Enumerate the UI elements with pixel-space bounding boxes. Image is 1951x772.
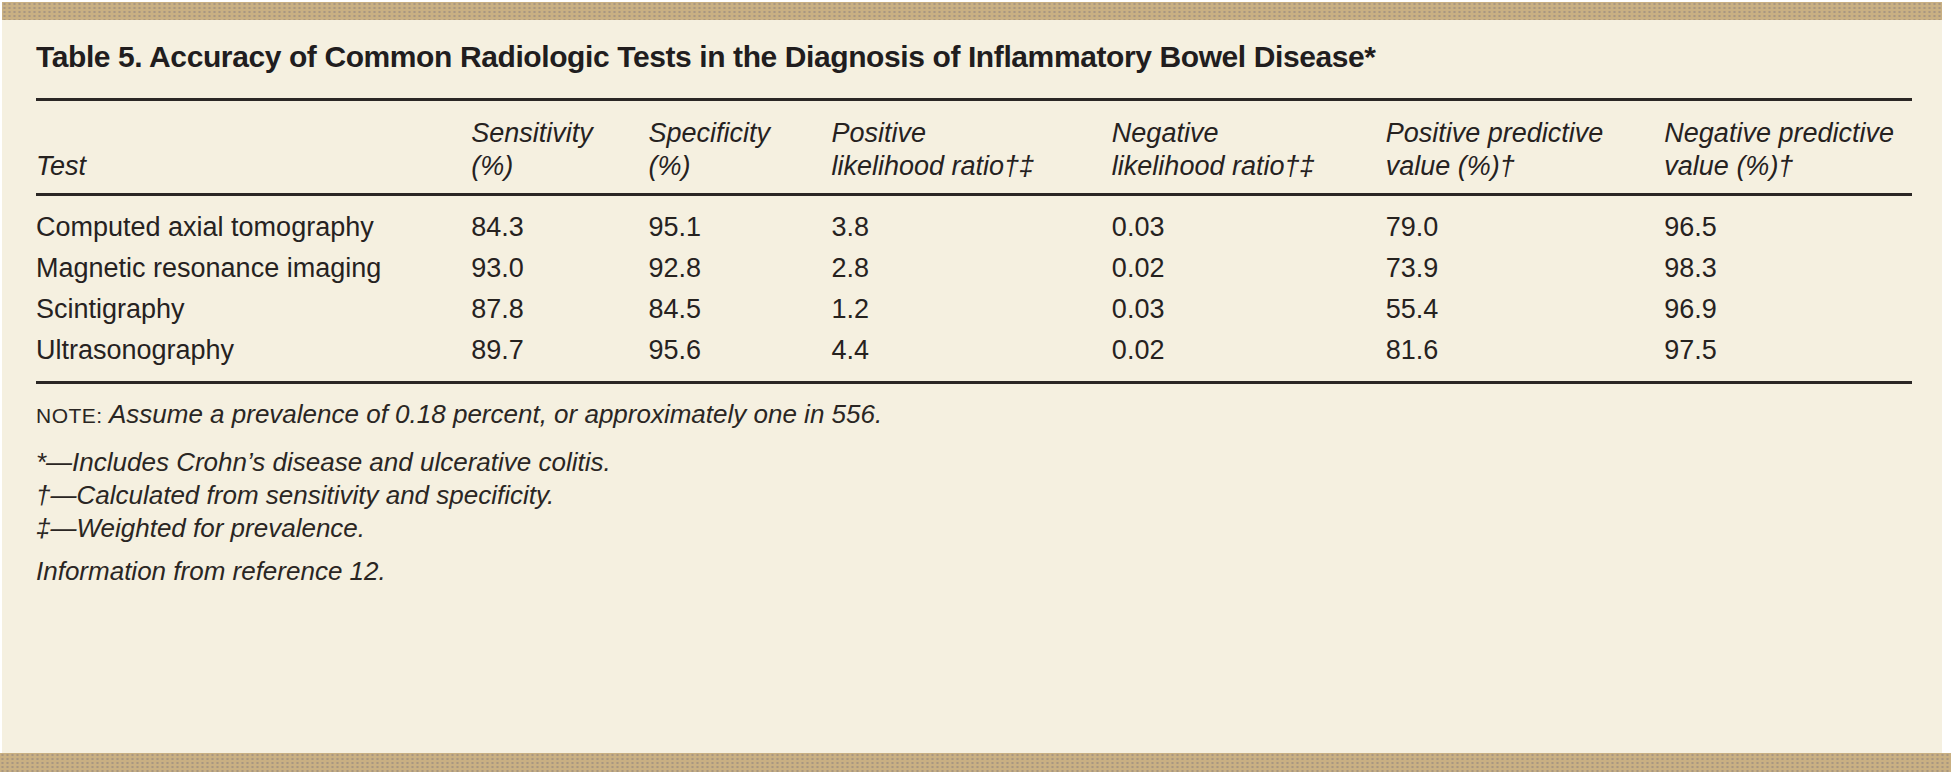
table-row: Scintigraphy 87.8 84.5 1.2 0.03 55.4 96.… bbox=[36, 289, 1912, 330]
value-cell: 73.9 bbox=[1386, 248, 1665, 289]
col-header-positive-likelihood-ratio: Positive likelihood ratio†‡ bbox=[831, 100, 1111, 195]
test-name-cell: Scintigraphy bbox=[36, 289, 471, 330]
test-name-cell: Ultrasonography bbox=[36, 330, 471, 383]
value-cell: 92.8 bbox=[649, 248, 832, 289]
test-name-cell: Magnetic resonance imaging bbox=[36, 248, 471, 289]
value-cell: 84.3 bbox=[471, 195, 648, 249]
table-header-row: Test Sensitivity (%) Specificity (%) Pos… bbox=[36, 100, 1912, 195]
top-decorative-band bbox=[2, 2, 1942, 20]
scanned-table-figure: Table 5. Accuracy of Common Radiologic T… bbox=[0, 0, 1951, 772]
col-header-test: Test bbox=[36, 100, 471, 195]
value-cell: 3.8 bbox=[831, 195, 1111, 249]
value-cell: 2.8 bbox=[831, 248, 1111, 289]
value-cell: 96.9 bbox=[1664, 289, 1912, 330]
value-cell: 84.5 bbox=[649, 289, 832, 330]
footnotes: NOTE: Assume a prevalence of 0.18 percen… bbox=[36, 384, 1912, 585]
table-panel: Table 5. Accuracy of Common Radiologic T… bbox=[2, 2, 1942, 772]
source-line: Information from reference 12. bbox=[36, 558, 1912, 585]
col-header-negative-predictive-value: Negative predictive value (%)† bbox=[1664, 100, 1912, 195]
value-cell: 1.2 bbox=[831, 289, 1111, 330]
accuracy-table: Test Sensitivity (%) Specificity (%) Pos… bbox=[36, 98, 1912, 384]
table-row: Magnetic resonance imaging 93.0 92.8 2.8… bbox=[36, 248, 1912, 289]
value-cell: 0.03 bbox=[1112, 289, 1386, 330]
value-cell: 98.3 bbox=[1664, 248, 1912, 289]
value-cell: 89.7 bbox=[471, 330, 648, 383]
value-cell: 95.1 bbox=[649, 195, 832, 249]
value-cell: 97.5 bbox=[1664, 330, 1912, 383]
table-row: Computed axial tomography 84.3 95.1 3.8 … bbox=[36, 195, 1912, 249]
value-cell: 93.0 bbox=[471, 248, 648, 289]
value-cell: 0.02 bbox=[1112, 248, 1386, 289]
footnote-dagger: †—Calculated from sensitivity and specif… bbox=[36, 479, 1912, 512]
test-name-cell: Computed axial tomography bbox=[36, 195, 471, 249]
col-header-specificity: Specificity (%) bbox=[649, 100, 832, 195]
value-cell: 0.02 bbox=[1112, 330, 1386, 383]
symbol-footnotes: *—Includes Crohn’s disease and ulcerativ… bbox=[36, 446, 1912, 545]
value-cell: 87.8 bbox=[471, 289, 648, 330]
value-cell: 55.4 bbox=[1386, 289, 1665, 330]
value-cell: 95.6 bbox=[649, 330, 832, 383]
col-header-negative-likelihood-ratio: Negative likelihood ratio†‡ bbox=[1112, 100, 1386, 195]
value-cell: 4.4 bbox=[831, 330, 1111, 383]
value-cell: 81.6 bbox=[1386, 330, 1665, 383]
col-header-positive-predictive-value: Positive predictive value (%)† bbox=[1386, 100, 1665, 195]
value-cell: 0.03 bbox=[1112, 195, 1386, 249]
value-cell: 96.5 bbox=[1664, 195, 1912, 249]
table-title: Table 5. Accuracy of Common Radiologic T… bbox=[36, 40, 1376, 74]
table-row: Ultrasonography 89.7 95.6 4.4 0.02 81.6 … bbox=[36, 330, 1912, 383]
footnote-asterisk: *—Includes Crohn’s disease and ulcerativ… bbox=[36, 446, 1912, 479]
note-text: Assume a prevalence of 0.18 percent, or … bbox=[109, 399, 882, 429]
footnote-double-dagger: ‡—Weighted for prevalence. bbox=[36, 512, 1912, 545]
col-header-sensitivity: Sensitivity (%) bbox=[471, 100, 648, 195]
note-line: NOTE: Assume a prevalence of 0.18 percen… bbox=[36, 401, 1912, 429]
note-label: NOTE: bbox=[36, 404, 103, 427]
value-cell: 79.0 bbox=[1386, 195, 1665, 249]
bottom-decorative-band bbox=[0, 753, 1951, 772]
